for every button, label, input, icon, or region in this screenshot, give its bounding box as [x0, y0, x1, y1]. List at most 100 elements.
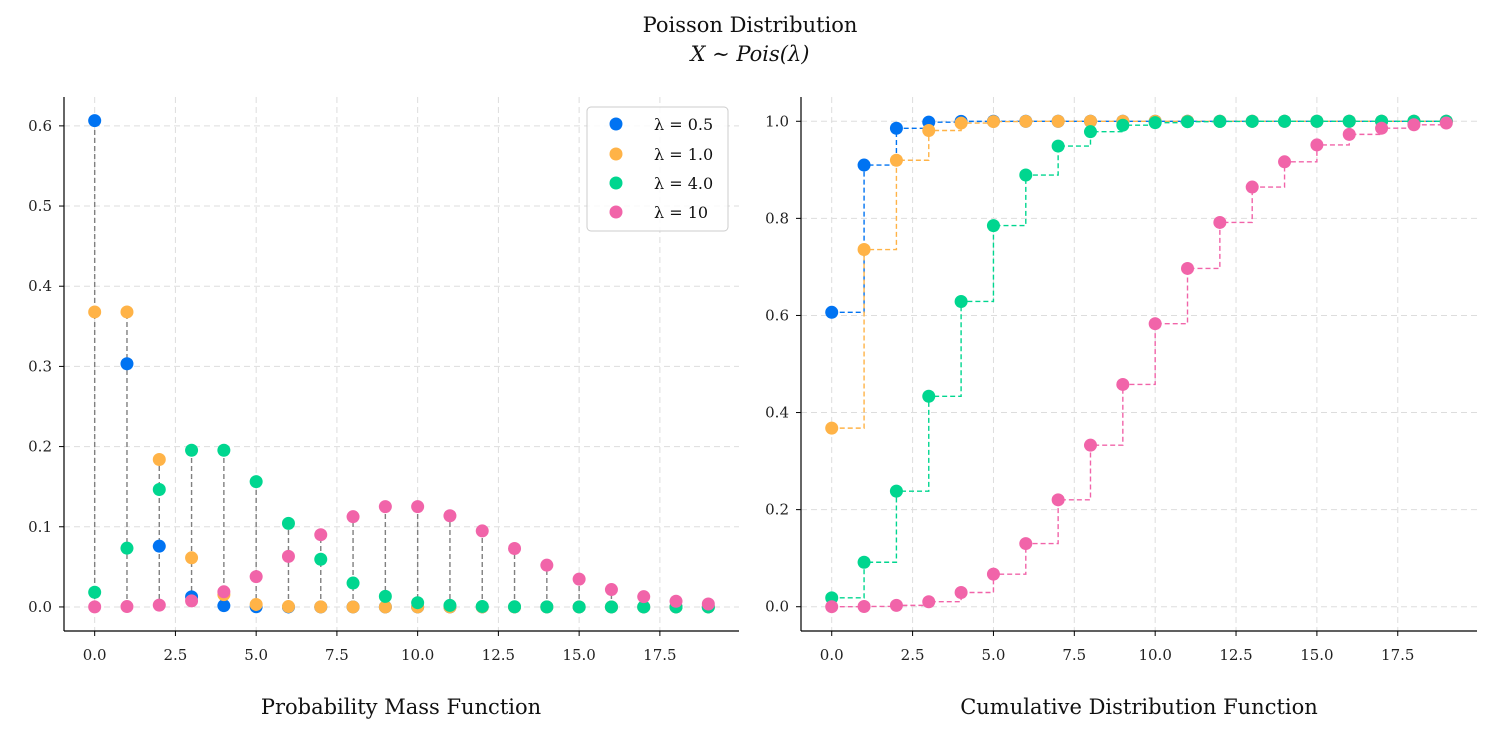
pmf-point-lambda-10: [88, 600, 102, 614]
cdf-y-tick-label: 0.4: [765, 404, 789, 422]
cdf-point-lambda-0-5: [825, 305, 839, 319]
legend-marker-lambda-10: [609, 205, 623, 219]
cdf-point-lambda-1-0: [1051, 114, 1065, 128]
cdf-point-lambda-4-0: [1342, 114, 1356, 128]
figure-subtitle: X ∼ Pois(λ): [688, 42, 809, 66]
cdf-point-lambda-4-0: [1310, 114, 1324, 128]
pmf-point-lambda-1-0: [346, 600, 360, 614]
cdf-point-lambda-4-0: [986, 219, 1000, 233]
pmf-panel: 0.0 2.5 5.0 7.5 10.0 12.5 15.0 17.5 0.0 0.1 0.2 0.3…: [28, 97, 739, 719]
legend-label-lambda-4-0: λ = 4.0: [654, 174, 713, 193]
cdf-point-lambda-10: [922, 595, 936, 609]
cdf-point-lambda-10: [1375, 121, 1389, 135]
cdf-point-lambda-4-0: [1278, 114, 1292, 128]
cdf-xlabel: Cumulative Distribution Function: [960, 695, 1318, 719]
cdf-lines: [831, 120, 1447, 608]
cdf-point-lambda-10: [1439, 116, 1453, 130]
cdf-point-lambda-0-5: [889, 121, 903, 135]
cdf-point-lambda-10: [1342, 127, 1356, 141]
pmf-point-lambda-10: [411, 500, 425, 514]
cdf-point-lambda-4-0: [1245, 114, 1259, 128]
cdf-x-tick-label: 15.0: [1300, 646, 1333, 664]
legend-marker-lambda-0-5: [609, 117, 623, 131]
cdf-x-tick-label: 7.5: [1062, 646, 1086, 664]
pmf-point-lambda-4-0: [637, 600, 651, 614]
cdf-point-lambda-10: [889, 598, 903, 612]
pmf-y-tick-label: 0.1: [28, 518, 52, 536]
cdf-point-lambda-1-0: [986, 115, 1000, 129]
cdf-point-lambda-1-0: [889, 153, 903, 167]
cdf-point-lambda-10: [1213, 215, 1227, 229]
pmf-point-lambda-4-0: [540, 600, 554, 614]
pmf-point-lambda-1-0: [314, 600, 328, 614]
legend-label-lambda-10: λ = 10: [654, 203, 708, 222]
cdf-point-lambda-4-0: [922, 389, 936, 403]
cdf-point-lambda-10: [1310, 138, 1324, 152]
pmf-axes: 0.0 2.5 5.0 7.5 10.0 12.5 15.0 17.5 0.0 0.1 0.2 0.3…: [28, 97, 739, 664]
cdf-axes: 0.0 2.5 5.0 7.5 10.0 12.5 15.0 17.5 0.0 0.2 0.4 0.6…: [765, 97, 1477, 664]
cdf-point-lambda-1-0: [922, 123, 936, 137]
pmf-point-lambda-1-0: [152, 452, 166, 466]
legend: λ = 0.5 λ = 1.0 λ = 4.0 λ = 10: [586, 106, 729, 232]
pmf-point-lambda-4-0: [378, 589, 392, 603]
pmf-y-tick-label: 0.5: [28, 197, 52, 215]
cdf-grid: [801, 97, 1477, 631]
pmf-point-lambda-1-0: [281, 600, 295, 614]
pmf-y-tick-label: 0.2: [28, 438, 52, 456]
legend-frame: [586, 106, 729, 232]
pmf-point-lambda-4-0: [604, 600, 618, 614]
pmf-point-lambda-10: [443, 509, 457, 523]
pmf-point-lambda-10: [249, 570, 263, 584]
cdf-point-lambda-4-0: [1213, 114, 1227, 128]
pmf-point-lambda-4-0: [508, 600, 522, 614]
cdf-point-lambda-4-0: [1116, 118, 1130, 132]
pmf-point-lambda-1-0: [120, 305, 134, 319]
pmf-points: [88, 114, 715, 614]
pmf-point-lambda-0-5: [120, 357, 134, 371]
pmf-x-tick-label: 5.0: [244, 646, 268, 664]
pmf-x-tick-label: 17.5: [643, 646, 676, 664]
cdf-x-tick-label: 12.5: [1219, 646, 1252, 664]
pmf-point-lambda-4-0: [346, 576, 360, 590]
pmf-point-lambda-4-0: [185, 443, 199, 457]
cdf-point-lambda-4-0: [954, 294, 968, 308]
pmf-point-lambda-0-5: [88, 114, 102, 128]
cdf-point-lambda-4-0: [857, 555, 871, 569]
pmf-point-lambda-4-0: [314, 552, 328, 566]
pmf-point-lambda-10: [540, 558, 554, 572]
pmf-point-lambda-4-0: [443, 598, 457, 612]
pmf-point-lambda-4-0: [475, 599, 489, 613]
cdf-x-tick-label: 10.0: [1138, 646, 1171, 664]
pmf-point-lambda-4-0: [217, 443, 231, 457]
cdf-step-line-lambda-10: [831, 122, 1447, 608]
cdf-point-lambda-1-0: [825, 421, 839, 435]
pmf-x-tick-label: 12.5: [482, 646, 515, 664]
legend-marker-lambda-1-0: [609, 147, 623, 161]
pmf-point-lambda-10: [637, 590, 651, 604]
cdf-point-lambda-10: [1181, 261, 1195, 275]
cdf-step-line-lambda-0-5: [831, 120, 1447, 313]
pmf-point-lambda-10: [314, 528, 328, 542]
pmf-point-lambda-10: [475, 524, 489, 538]
cdf-point-lambda-10: [1245, 180, 1259, 194]
cdf-point-lambda-10: [857, 599, 871, 613]
pmf-point-lambda-4-0: [281, 516, 295, 530]
pmf-point-lambda-1-0: [249, 597, 263, 611]
cdf-points: [825, 114, 1453, 614]
cdf-point-lambda-10: [1019, 537, 1033, 551]
pmf-point-lambda-4-0: [120, 541, 134, 555]
pmf-point-lambda-4-0: [572, 600, 586, 614]
cdf-point-lambda-4-0: [1181, 115, 1195, 129]
pmf-point-lambda-1-0: [378, 600, 392, 614]
cdf-point-lambda-10: [1083, 438, 1097, 452]
cdf-point-lambda-10: [1051, 493, 1065, 507]
cdf-point-lambda-1-0: [857, 243, 871, 257]
pmf-point-lambda-4-0: [249, 475, 263, 489]
cdf-point-lambda-1-0: [1083, 114, 1097, 128]
pmf-point-lambda-10: [508, 541, 522, 555]
cdf-x-tick-label: 17.5: [1381, 646, 1414, 664]
pmf-x-tick-label: 2.5: [163, 646, 187, 664]
cdf-y-tick-label: 1.0: [765, 112, 789, 130]
cdf-point-lambda-4-0: [1051, 139, 1065, 153]
